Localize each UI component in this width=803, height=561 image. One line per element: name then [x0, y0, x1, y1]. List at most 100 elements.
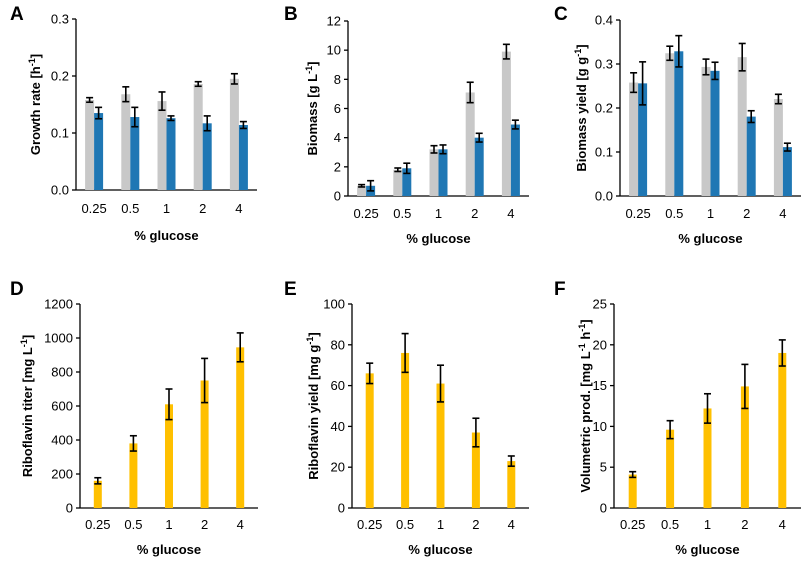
bar-orange [471, 432, 480, 508]
x-tick-label: 0.5 [124, 517, 142, 532]
y-tick-label: 12 [327, 14, 341, 29]
bar-grey [357, 185, 367, 196]
bar-grey [193, 83, 203, 190]
bar-blue [94, 113, 104, 190]
y-tick-label: 0.1 [51, 126, 69, 141]
y-tick-label: 1000 [44, 331, 73, 346]
y-axis-title-text: ] [20, 335, 35, 339]
x-axis-title: % glucose [675, 542, 739, 557]
y-tick-label: 20 [593, 337, 607, 352]
chart-panel-f: F 0 5 10 15 20 25 0.25 0.5 1 2 4 % glucose Volumetric… [554, 279, 801, 557]
y-axis-title-text: Volumetric prod. [mg L [578, 351, 593, 492]
bar-orange [436, 383, 445, 508]
x-tick-label: 1 [707, 206, 714, 221]
bar-blue [510, 124, 520, 196]
y-tick-label: 200 [51, 467, 73, 482]
y-axis-title: Biomass yield [g g-1] [573, 44, 589, 171]
y-tick-label: 0.2 [51, 69, 69, 84]
bar-orange [507, 461, 516, 508]
x-axis-title: % glucose [408, 542, 472, 557]
y-tick-label: 2 [334, 159, 341, 174]
y-tick-label: 600 [51, 399, 73, 414]
bar-grey [85, 99, 95, 190]
x-tick-label: 2 [199, 201, 206, 216]
bar-grey [393, 169, 403, 196]
y-tick-label: 4 [334, 130, 341, 145]
bar-orange [165, 404, 173, 508]
x-tick-label: 4 [508, 517, 515, 532]
bar-grey [665, 53, 675, 196]
y-axis-title: Biomass [g L-1] [304, 62, 320, 156]
bar-grey [229, 78, 239, 190]
x-tick-label: 4 [237, 517, 244, 532]
bar-orange [703, 408, 712, 508]
x-tick-label: 0.25 [357, 517, 382, 532]
y-axis-title-superscript: -1 [577, 324, 587, 332]
y-axis-title-text: Riboflavin yield [mg g [306, 345, 321, 480]
y-axis-title-superscript: -1 [27, 58, 37, 66]
x-tick-label: 0.5 [396, 517, 414, 532]
bar-orange [200, 380, 209, 508]
bar-grey [737, 57, 747, 197]
chart-panel-c: C 0.0 0.1 0.2 0.3 0.4 0.25 0.5 1 2 4 % glucose Bioma… [554, 4, 801, 246]
x-tick-label: 2 [201, 517, 208, 532]
bar-orange [129, 443, 138, 508]
y-tick-label: 10 [593, 419, 607, 434]
y-tick-label: 6 [334, 101, 341, 116]
x-tick-label: 0.25 [620, 517, 645, 532]
bar-orange [401, 352, 410, 508]
y-tick-label: 0.1 [595, 145, 613, 160]
bar-orange [666, 429, 675, 508]
y-tick-label: 0.3 [51, 12, 69, 27]
x-tick-label: 1 [435, 206, 442, 221]
y-tick-label: 0 [600, 501, 607, 516]
x-tick-label: 0.5 [665, 206, 683, 221]
bar-blue [166, 118, 176, 190]
y-axis-title-text: Biomass yield [g g [574, 57, 589, 172]
bar-grey [157, 101, 167, 190]
y-axis-title-text: ] [305, 62, 320, 66]
x-tick-label: 1 [437, 517, 444, 532]
y-tick-label: 0.2 [595, 101, 613, 116]
y-axis-title: Growth rate [h-1] [27, 54, 43, 155]
bar-blue [130, 117, 140, 190]
x-tick-label: 0.5 [393, 206, 411, 221]
chart-panel-d: D 0 200 400 600 800 1000 1200 0.25 0.5 1 2 4 % glucos… [10, 279, 258, 557]
panel-letter-f: F [554, 279, 566, 300]
y-tick-label: 400 [51, 433, 73, 448]
y-axis-title: Riboflavin titer [mg L-1] [19, 335, 35, 477]
x-tick-label: 4 [507, 206, 514, 221]
bar-grey [701, 66, 711, 196]
bar-blue [238, 125, 248, 190]
panel-letter-c: C [554, 4, 568, 25]
y-tick-label: 0 [334, 189, 341, 204]
x-axis-title: % glucose [137, 542, 201, 557]
y-tick-label: 0.4 [595, 13, 613, 28]
bar-grey [465, 92, 475, 196]
y-tick-label: 0.0 [51, 183, 69, 198]
y-axis-title-superscript: -1 [304, 66, 314, 74]
x-tick-label: 0.25 [85, 517, 110, 532]
x-tick-label: 2 [472, 517, 479, 532]
y-axis-title: Riboflavin yield [mg g-1] [305, 332, 321, 479]
panel-letter-d: D [10, 279, 24, 300]
bar-orange [778, 352, 787, 508]
x-tick-label: 0.5 [661, 517, 679, 532]
x-axis-title: % glucose [406, 231, 470, 246]
y-tick-label: 15 [593, 378, 607, 393]
y-tick-label: 40 [331, 419, 345, 434]
y-tick-label: 20 [331, 460, 345, 475]
x-tick-label: 0.25 [625, 206, 650, 221]
y-axis-title-text: ] [578, 319, 593, 323]
y-tick-label: 0 [338, 501, 345, 516]
bar-blue [782, 147, 792, 196]
x-tick-label: 0.25 [353, 206, 378, 221]
panel-letter-e: E [284, 279, 297, 300]
y-axis-title-superscript: -1 [305, 337, 315, 345]
y-axis-title-text: ] [306, 332, 321, 336]
x-axis-title: % glucose [134, 228, 198, 243]
y-axis-title-text: Riboflavin titer [mg L [20, 347, 35, 477]
y-axis-title-text: ] [574, 44, 589, 48]
bar-grey [773, 99, 783, 196]
